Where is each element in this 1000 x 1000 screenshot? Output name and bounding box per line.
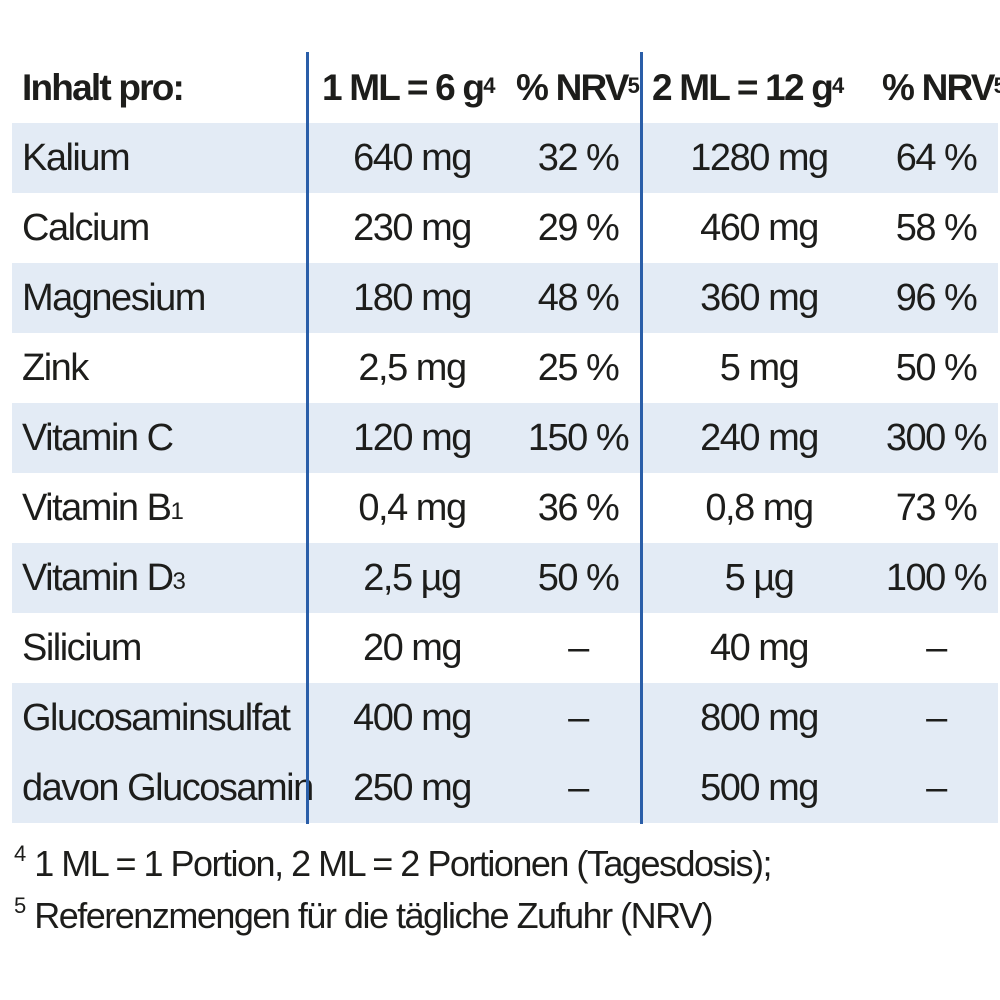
nutrient-name: Vitamin C [22,416,174,459]
nrv-2ml: 300 % [885,416,988,459]
table-row: Silicium 20 mg – 40 mg – [12,613,998,683]
amount-2ml: 460 mg [700,206,819,249]
nrv-1ml: – [568,696,589,739]
nrv-2ml: – [926,696,947,739]
nrv-1ml: 32 % [537,136,620,179]
amount-2ml: 800 mg [700,696,819,739]
amount-2ml: 500 mg [700,766,819,809]
amount-1ml: 2,5 mg [358,346,467,389]
column-divider-middle [640,52,643,824]
amount-2ml: 40 mg [709,626,810,669]
nrv-1ml: 25 % [537,346,620,389]
nrv-2ml: – [926,626,947,669]
nrv-1ml: 48 % [537,276,620,319]
amount-1ml: 230 mg [353,206,472,249]
table-row: Glucosaminsulfat 400 mg – 800 mg – [12,683,998,753]
header-col-nrv-2: % NRV 5 [882,66,1000,108]
nrv-2ml: – [926,766,947,809]
nrv-1ml: – [568,626,589,669]
table-row: Calcium 230 mg 29 % 460 mg 58 % [12,193,998,263]
nrv-1ml: – [568,766,589,809]
table-row: davon Glucosamin 250 mg – 500 mg – [12,753,998,823]
footnote: 5 Referenzmengen für die tägliche Zufuhr … [14,893,713,936]
nrv-1ml: 29 % [537,206,620,249]
header-col-nrv-1: % NRV 5 [516,66,640,108]
amount-2ml: 360 mg [700,276,819,319]
table-row: Magnesium 180 mg 48 % 360 mg 96 % [12,263,998,333]
nutrient-name: Zink [22,346,89,389]
nrv-1ml: 150 % [527,416,630,459]
amount-2ml: 240 mg [700,416,819,459]
nrv-2ml: 58 % [895,206,978,249]
amount-2ml: 1280 mg [690,136,829,179]
table-row: Vitamin C 120 mg 150 % 240 mg 300 % [12,403,998,473]
amount-1ml: 2,5 µg [363,556,462,599]
nutrient-name: Magnesium [22,276,206,319]
nrv-2ml: 96 % [895,276,978,319]
nutrient-name: davon Glucosamin [22,766,314,809]
nutrient-name: Calcium [22,206,150,249]
nrv-2ml: 64 % [895,136,978,179]
nrv-2ml: 73 % [895,486,978,529]
nrv-1ml: 50 % [537,556,620,599]
nrv-2ml: 100 % [885,556,988,599]
nutrient-name: Kalium [22,136,131,179]
table-row: Zink 2,5 mg 25 % 5 mg 50 % [12,333,998,403]
amount-2ml: 5 mg [719,346,800,389]
amount-2ml: 5 µg [724,556,795,599]
header-label: Inhalt pro: [22,66,185,108]
table-row: Kalium 640 mg 32 % 1280 mg 64 % [12,123,998,193]
amount-1ml: 20 mg [362,626,463,669]
amount-1ml: 640 mg [353,136,472,179]
amount-1ml: 0,4 mg [358,486,467,529]
nrv-2ml: 50 % [895,346,978,389]
nrv-1ml: 36 % [537,486,620,529]
nutrient-name: Glucosaminsulfat [22,696,291,739]
amount-2ml: 0,8 mg [705,486,814,529]
amount-1ml: 180 mg [353,276,472,319]
amount-1ml: 250 mg [353,766,472,809]
column-divider-left [306,52,309,824]
nutrient-name: Silicium [22,626,142,669]
amount-1ml: 400 mg [353,696,472,739]
amount-1ml: 120 mg [353,416,472,459]
